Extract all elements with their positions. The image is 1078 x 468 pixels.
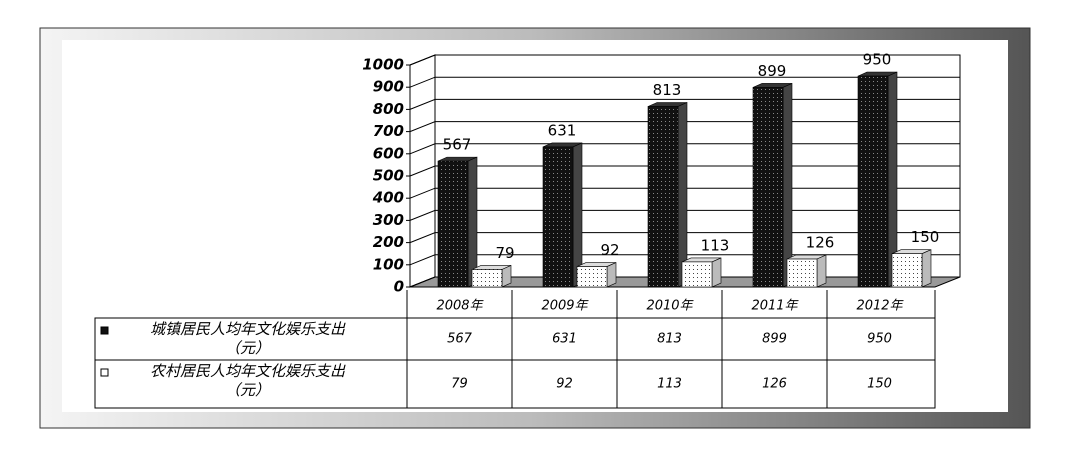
bar (437, 160, 469, 288)
data-label: 813 (653, 81, 682, 99)
table-value: 79 (451, 377, 468, 392)
y-tick-label: 800 (373, 100, 404, 118)
bar (471, 269, 503, 288)
data-label: 92 (600, 241, 619, 259)
bar-side (816, 254, 827, 288)
bar-side (677, 102, 688, 288)
legend-label: 农村居民人均年文化娱乐支出（元） (149, 362, 345, 399)
grid-line (409, 54, 960, 66)
x-tick-label: 2011年 (751, 299, 799, 314)
bar-side (501, 265, 512, 288)
y-tick-label: 500 (373, 167, 404, 185)
grid-line (409, 76, 960, 88)
bar (542, 146, 574, 288)
data-label: 567 (443, 136, 472, 154)
y-tick-label: 1000 (362, 56, 404, 74)
y-tick-label: 900 (373, 78, 404, 96)
table-value: 950 (867, 332, 892, 347)
table-value: 813 (657, 332, 682, 347)
bar (576, 266, 608, 288)
y-tick-label: 0 (394, 278, 404, 296)
bar (786, 258, 818, 288)
bar (752, 87, 784, 288)
bar (681, 261, 713, 288)
legend-label-box: 城镇居民人均年文化娱乐支出（元） (149, 320, 345, 357)
bar-side (711, 257, 722, 288)
bar-side (606, 262, 617, 288)
table-value: 150 (867, 377, 892, 392)
y-tick-label: 600 (373, 144, 404, 162)
data-label: 150 (911, 228, 940, 246)
legend-label: 城镇居民人均年文化娱乐支出（元） (149, 320, 345, 357)
table-value: 631 (552, 332, 577, 347)
bar (891, 253, 923, 288)
legend-key (100, 368, 109, 377)
y-tick-label: 400 (372, 189, 404, 207)
y-tick-label: 700 (373, 122, 404, 140)
y-tick-label: 200 (373, 233, 404, 251)
table-value: 126 (762, 377, 787, 392)
bar-side (782, 82, 793, 288)
bar (647, 106, 679, 288)
table-value: 567 (447, 332, 473, 347)
table-value: 113 (657, 377, 682, 392)
y-tick-label: 100 (373, 255, 404, 273)
data-label: 899 (758, 62, 787, 80)
data-label: 126 (806, 234, 835, 252)
legend-key (100, 326, 109, 335)
data-label: 950 (863, 51, 892, 69)
y-tick-label: 300 (373, 211, 404, 229)
x-tick-label: 2008年 (436, 299, 484, 314)
x-tick-label: 2012年 (856, 299, 904, 314)
x-tick-label: 2010年 (646, 299, 694, 314)
data-label: 631 (548, 121, 577, 139)
table-value: 92 (556, 377, 573, 392)
legend-label-box: 农村居民人均年文化娱乐支出（元） (149, 362, 345, 399)
table-value: 899 (762, 332, 787, 347)
bar (857, 75, 889, 288)
x-tick-label: 2009年 (541, 299, 589, 314)
data-label: 113 (701, 236, 730, 254)
data-label: 79 (495, 244, 514, 262)
bar-side (921, 249, 932, 288)
